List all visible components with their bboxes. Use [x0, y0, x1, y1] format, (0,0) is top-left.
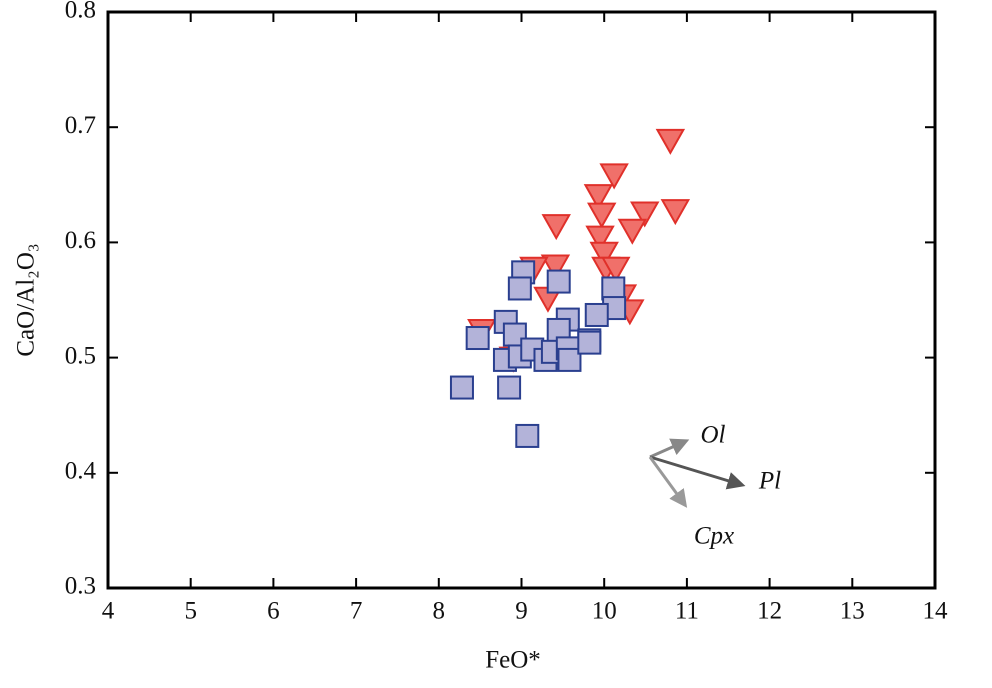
- triangle-point: [655, 128, 686, 155]
- x-tick-label: 6: [267, 598, 280, 625]
- x-tick-label: 13: [840, 598, 865, 625]
- vector-label: Ol: [701, 422, 726, 449]
- x-tick-label: 5: [184, 598, 197, 625]
- x-tick-label: 11: [675, 598, 699, 625]
- x-tick-label: 12: [757, 598, 782, 625]
- square-point: [465, 326, 490, 351]
- square-point: [497, 375, 522, 400]
- vector-label: Pl: [758, 468, 781, 495]
- arrow-ol: [649, 438, 690, 459]
- y-tick-label: 0.6: [65, 227, 96, 254]
- triangle-point: [599, 163, 629, 190]
- triangle-point: [601, 256, 631, 283]
- y-tick-label: 0.5: [65, 342, 96, 369]
- y-tick-label: 0.8: [65, 0, 96, 24]
- x-tick-label: 8: [433, 598, 446, 625]
- x-tick-label: 14: [923, 598, 949, 625]
- triangle-point: [630, 201, 660, 228]
- arrow-pl: [649, 455, 746, 490]
- square-point: [515, 423, 540, 448]
- square-point: [584, 302, 609, 327]
- vector-arrows: [648, 438, 746, 508]
- square-point: [546, 269, 571, 294]
- triangle-point: [585, 225, 615, 252]
- square-point: [557, 347, 582, 372]
- y-tick-label: 0.3: [65, 573, 96, 600]
- x-axis-label: FeO*: [485, 647, 541, 674]
- square-point: [507, 276, 532, 301]
- triangle-point: [660, 199, 691, 226]
- triangle-point: [541, 214, 571, 241]
- square-point: [577, 330, 602, 355]
- triangle-point: [589, 241, 619, 268]
- triangle-point: [540, 254, 571, 281]
- triangle-point: [587, 202, 617, 229]
- x-tick-label: 9: [515, 598, 528, 625]
- triangle-point: [583, 184, 614, 211]
- arrow-cpx: [648, 456, 688, 508]
- x-tick-label: 7: [350, 598, 363, 625]
- y-axis-label: CaO/Al₂O₃: [13, 243, 40, 356]
- y-tick-label: 0.7: [65, 112, 96, 139]
- x-tick-label: 10: [592, 598, 617, 625]
- x-tick-label: 4: [102, 598, 115, 625]
- y-tick-label: 0.4: [65, 458, 97, 485]
- vector-label: Cpx: [694, 523, 734, 550]
- square-point: [449, 375, 474, 400]
- triangle-point: [617, 218, 648, 245]
